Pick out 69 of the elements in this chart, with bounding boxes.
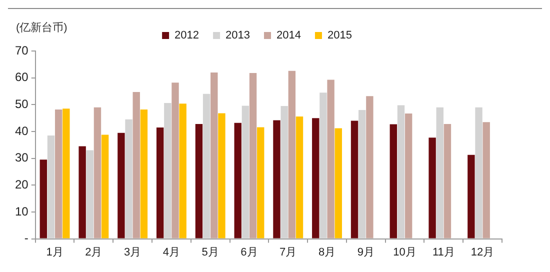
bar [94,107,102,238]
y-tick-label: 10 [14,204,29,218]
x-tick-label: 8月 [318,246,336,258]
y-tick-label: 30 [14,150,29,165]
x-tick-label: 3月 [124,246,142,258]
bar [397,105,405,238]
bar [62,108,70,238]
bar [118,132,125,238]
y-tick-label: 50 [14,96,29,111]
legend-label: 2014 [276,30,301,42]
legend-label: 2013 [226,30,250,42]
x-tick-label: 1月 [46,246,64,258]
bar [280,106,288,238]
y-tick-label: 20 [14,177,29,192]
bar [195,124,203,238]
x-tick-label: 4月 [162,246,180,258]
bar [140,109,148,238]
x-tick-label: 9月 [357,246,374,258]
x-tick-label: 6月 [240,246,258,258]
bar [210,72,218,238]
bar [172,82,179,238]
bar [288,70,296,238]
bar [54,109,62,238]
bar [78,146,86,238]
x-tick-label: 10月 [393,246,416,258]
bar [132,92,140,238]
bar [257,127,264,238]
y-tick-label: - [24,231,28,246]
bar [350,120,358,238]
bar [444,124,452,238]
bar [125,119,132,238]
bar [101,134,109,238]
y-tick-label: 60 [14,70,29,84]
bar [47,136,55,238]
bar [404,114,412,238]
y-tick-label: 40 [14,124,29,138]
bar [234,122,242,238]
bar [390,124,398,238]
bar [249,73,257,238]
x-tick-label: 7月 [280,246,297,258]
bar [327,80,334,238]
bar [40,160,48,238]
bar [482,122,490,238]
bar [468,154,475,238]
bar [242,106,250,238]
y-tick-label: 70 [14,43,29,58]
bar [366,96,374,238]
bar [86,150,94,238]
bar [320,92,327,238]
bar [358,110,366,238]
bar [436,107,444,238]
bar [428,138,436,238]
legend-label: 2012 [174,30,200,42]
bar [202,94,210,238]
bar [475,107,482,238]
bar [273,120,280,238]
x-tick-label: 2月 [85,246,102,258]
legend-label: 2015 [327,30,352,42]
bar [296,116,304,238]
y-axis-title: (亿新台币) [16,21,68,34]
bar [156,127,164,238]
x-tick-label: 11月 [432,246,455,258]
bar [218,113,226,238]
bar [164,103,172,238]
x-tick-label: 12月 [470,246,494,258]
bar [312,118,320,238]
x-tick-label: 5月 [202,246,219,258]
bar [179,104,186,238]
bar [334,128,342,238]
